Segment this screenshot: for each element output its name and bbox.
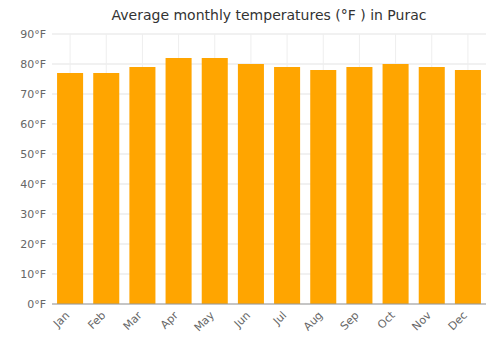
x-tick-label: Jun (231, 309, 253, 331)
y-tick-label: 70°F (20, 88, 46, 101)
x-tick-label: Oct (375, 308, 398, 331)
bar (57, 73, 83, 304)
bars (57, 58, 481, 304)
y-grid-line (52, 34, 486, 35)
x-tick-label: Aug (301, 309, 325, 333)
title: Average monthly temperatures (°F ) in Pu… (112, 7, 427, 23)
y-tick-label: 60°F (20, 118, 46, 131)
chart: Average monthly temperatures (°F ) in Pu… (0, 0, 500, 350)
bar (346, 67, 372, 304)
bar (238, 64, 264, 304)
bar (310, 70, 336, 304)
y-tick-label: 50°F (20, 148, 46, 161)
y-tick-label: 40°F (20, 178, 46, 191)
y-tick-label: 90°F (20, 28, 46, 41)
bar (419, 67, 445, 304)
x-tick-label: Jan (50, 309, 72, 331)
bar (93, 73, 119, 304)
x-tick-label: Dec (446, 309, 470, 333)
x-tick-label: Sep (338, 309, 362, 333)
y-grid-line (52, 64, 486, 65)
bar (202, 58, 228, 304)
x-tick-label: May (192, 309, 218, 335)
x-tick-label: Jul (270, 309, 289, 328)
bar (455, 70, 481, 304)
x-tick-label: Mar (121, 309, 145, 333)
bar (274, 67, 300, 304)
x-tick-label: Nov (409, 309, 434, 334)
bar (166, 58, 192, 304)
x-tick-label: Feb (85, 309, 108, 332)
y-tick-label: 10°F (20, 268, 46, 281)
x-tick-label: Apr (158, 309, 181, 332)
y-tick-label: 20°F (20, 238, 46, 251)
bar (129, 67, 155, 304)
y-tick-label: 0°F (27, 298, 46, 311)
bar (383, 64, 409, 304)
x-axis-line (52, 304, 486, 305)
y-tick-label: 80°F (20, 58, 46, 71)
y-tick-label: 30°F (20, 208, 46, 221)
y-grid-line (52, 304, 486, 305)
grid (52, 34, 486, 304)
